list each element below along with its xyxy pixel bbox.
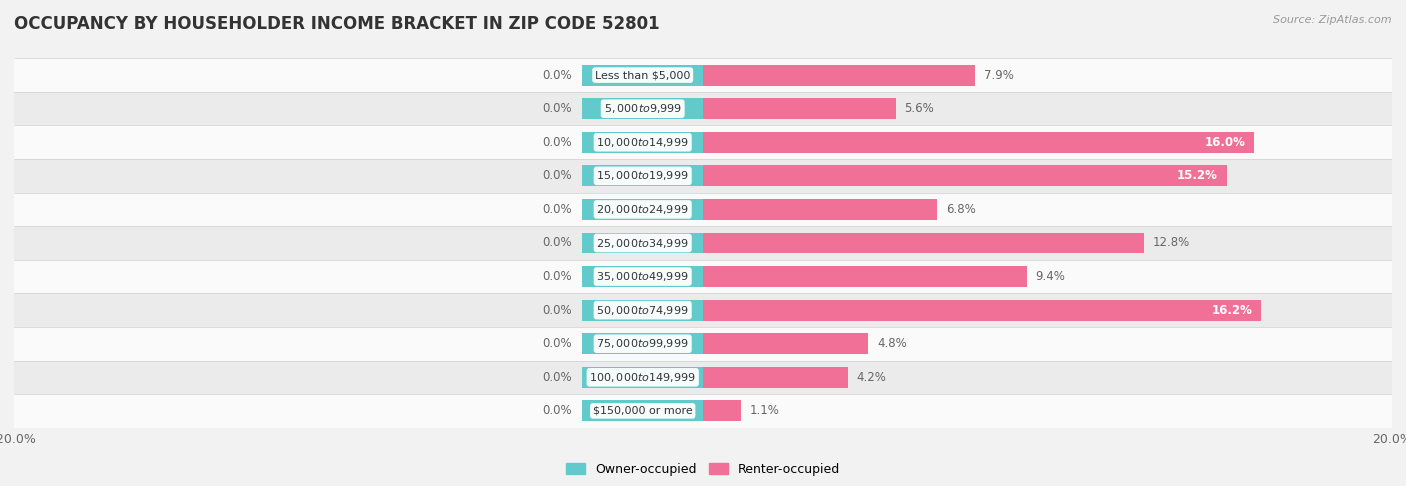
- Text: Source: ZipAtlas.com: Source: ZipAtlas.com: [1274, 15, 1392, 25]
- Text: 0.0%: 0.0%: [543, 102, 572, 115]
- Bar: [703, 165, 1226, 186]
- Text: $50,000 to $74,999: $50,000 to $74,999: [596, 304, 689, 317]
- Text: 0.0%: 0.0%: [543, 136, 572, 149]
- Bar: [703, 98, 896, 119]
- Bar: [14, 192, 1392, 226]
- Bar: [582, 98, 703, 119]
- Bar: [582, 266, 703, 287]
- Text: 0.0%: 0.0%: [543, 304, 572, 317]
- Text: $20,000 to $24,999: $20,000 to $24,999: [596, 203, 689, 216]
- Bar: [582, 165, 703, 186]
- Text: 7.9%: 7.9%: [984, 69, 1014, 82]
- Bar: [14, 226, 1392, 260]
- Bar: [582, 199, 703, 220]
- Text: 12.8%: 12.8%: [1153, 237, 1189, 249]
- Bar: [14, 327, 1392, 361]
- Text: 0.0%: 0.0%: [543, 404, 572, 417]
- Text: 1.1%: 1.1%: [749, 404, 779, 417]
- Text: OCCUPANCY BY HOUSEHOLDER INCOME BRACKET IN ZIP CODE 52801: OCCUPANCY BY HOUSEHOLDER INCOME BRACKET …: [14, 15, 659, 33]
- Bar: [703, 300, 1261, 321]
- Bar: [14, 159, 1392, 192]
- Text: 16.2%: 16.2%: [1212, 304, 1253, 317]
- Bar: [582, 333, 703, 354]
- Bar: [14, 125, 1392, 159]
- Text: 0.0%: 0.0%: [543, 169, 572, 182]
- Bar: [703, 132, 1254, 153]
- Text: 0.0%: 0.0%: [543, 203, 572, 216]
- Text: 0.0%: 0.0%: [543, 270, 572, 283]
- Bar: [703, 266, 1026, 287]
- Text: 9.4%: 9.4%: [1035, 270, 1066, 283]
- Text: 16.0%: 16.0%: [1205, 136, 1246, 149]
- Text: 15.2%: 15.2%: [1177, 169, 1218, 182]
- Text: Less than $5,000: Less than $5,000: [595, 70, 690, 80]
- Bar: [582, 233, 703, 253]
- Bar: [14, 58, 1392, 92]
- Text: 5.6%: 5.6%: [904, 102, 934, 115]
- Bar: [582, 65, 703, 86]
- Bar: [582, 400, 703, 421]
- Bar: [582, 132, 703, 153]
- Text: 4.2%: 4.2%: [856, 371, 886, 384]
- Bar: [14, 294, 1392, 327]
- Legend: Owner-occupied, Renter-occupied: Owner-occupied, Renter-occupied: [561, 457, 845, 481]
- Text: $35,000 to $49,999: $35,000 to $49,999: [596, 270, 689, 283]
- Bar: [14, 260, 1392, 294]
- Text: $10,000 to $14,999: $10,000 to $14,999: [596, 136, 689, 149]
- Bar: [703, 400, 741, 421]
- Text: 0.0%: 0.0%: [543, 237, 572, 249]
- Bar: [703, 199, 938, 220]
- Bar: [582, 367, 703, 388]
- Text: $5,000 to $9,999: $5,000 to $9,999: [603, 102, 682, 115]
- Text: $25,000 to $34,999: $25,000 to $34,999: [596, 237, 689, 249]
- Bar: [14, 394, 1392, 428]
- Bar: [14, 92, 1392, 125]
- Bar: [14, 361, 1392, 394]
- Text: 6.8%: 6.8%: [946, 203, 976, 216]
- Bar: [703, 367, 848, 388]
- Text: 4.8%: 4.8%: [877, 337, 907, 350]
- Text: $15,000 to $19,999: $15,000 to $19,999: [596, 169, 689, 182]
- Text: 0.0%: 0.0%: [543, 371, 572, 384]
- Bar: [703, 233, 1144, 253]
- Text: $100,000 to $149,999: $100,000 to $149,999: [589, 371, 696, 384]
- Bar: [582, 300, 703, 321]
- Text: $75,000 to $99,999: $75,000 to $99,999: [596, 337, 689, 350]
- Bar: [703, 333, 869, 354]
- Text: 0.0%: 0.0%: [543, 337, 572, 350]
- Bar: [703, 65, 976, 86]
- Text: 0.0%: 0.0%: [543, 69, 572, 82]
- Text: $150,000 or more: $150,000 or more: [593, 406, 693, 416]
